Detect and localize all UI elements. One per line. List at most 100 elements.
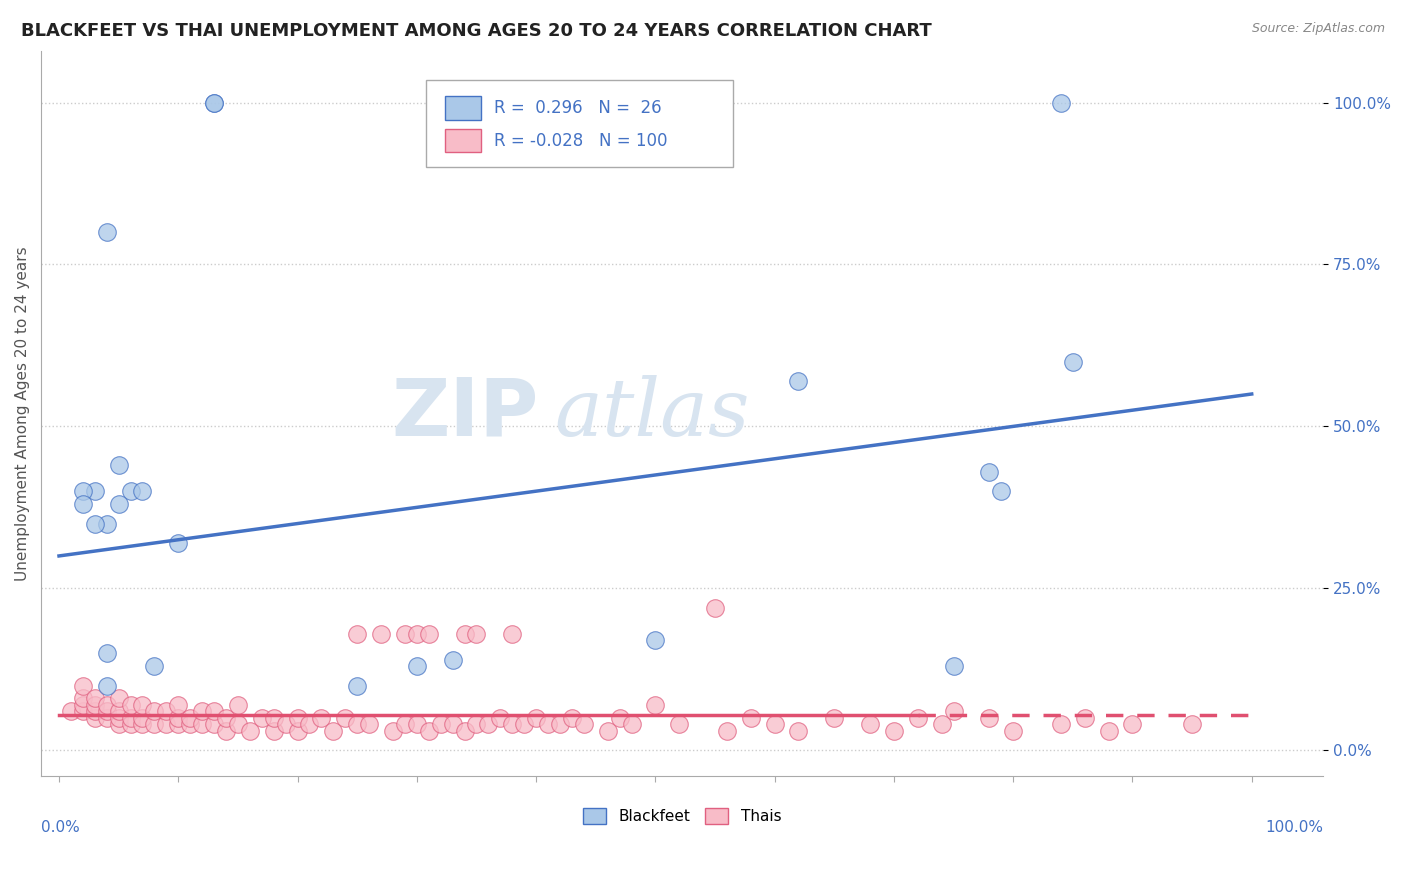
Point — [202, 95, 225, 110]
Point — [72, 497, 94, 511]
Point — [359, 717, 381, 731]
Point — [263, 723, 285, 738]
Point — [311, 711, 333, 725]
Point — [72, 484, 94, 499]
Text: Source: ZipAtlas.com: Source: ZipAtlas.com — [1251, 22, 1385, 36]
Point — [979, 711, 1001, 725]
FancyBboxPatch shape — [444, 129, 481, 153]
Point — [96, 225, 118, 239]
Point — [107, 497, 129, 511]
Point — [83, 698, 105, 712]
Point — [537, 717, 560, 731]
Point — [370, 626, 392, 640]
Point — [763, 717, 786, 731]
Point — [335, 711, 357, 725]
Point — [179, 717, 201, 731]
Point — [405, 717, 427, 731]
Point — [644, 633, 666, 648]
Point — [191, 717, 214, 731]
Point — [405, 626, 427, 640]
Point — [465, 717, 488, 731]
Point — [107, 705, 129, 719]
Point — [501, 626, 523, 640]
Point — [453, 626, 475, 640]
Point — [465, 626, 488, 640]
Point — [644, 698, 666, 712]
Point — [287, 711, 309, 725]
Point — [1050, 95, 1073, 110]
Point — [83, 705, 105, 719]
Point — [96, 698, 118, 712]
Text: ZIP: ZIP — [391, 375, 538, 452]
Point — [441, 652, 464, 666]
Point — [418, 723, 440, 738]
Point — [143, 659, 166, 673]
Point — [83, 484, 105, 499]
Y-axis label: Unemployment Among Ages 20 to 24 years: Unemployment Among Ages 20 to 24 years — [15, 246, 30, 581]
Point — [83, 691, 105, 706]
FancyBboxPatch shape — [444, 96, 481, 120]
Point — [524, 711, 547, 725]
Point — [1002, 723, 1025, 738]
Point — [72, 678, 94, 692]
Point — [143, 705, 166, 719]
Point — [405, 659, 427, 673]
Point — [787, 723, 810, 738]
Point — [346, 678, 368, 692]
Point — [1050, 717, 1073, 731]
Point — [513, 717, 536, 731]
Point — [501, 717, 523, 731]
Text: atlas: atlas — [554, 375, 749, 452]
Point — [131, 698, 153, 712]
Point — [787, 374, 810, 388]
Legend: Blackfeet, Thais: Blackfeet, Thais — [576, 802, 787, 830]
Point — [202, 717, 225, 731]
Point — [83, 711, 105, 725]
Point — [990, 484, 1012, 499]
Text: 0.0%: 0.0% — [41, 820, 80, 835]
Point — [155, 717, 177, 731]
Point — [381, 723, 404, 738]
Point — [489, 711, 512, 725]
Point — [167, 711, 190, 725]
Point — [1121, 717, 1143, 731]
Point — [620, 717, 643, 731]
Point — [96, 678, 118, 692]
Text: BLACKFEET VS THAI UNEMPLOYMENT AMONG AGES 20 TO 24 YEARS CORRELATION CHART: BLACKFEET VS THAI UNEMPLOYMENT AMONG AGE… — [21, 22, 932, 40]
Point — [346, 626, 368, 640]
Point — [263, 711, 285, 725]
FancyBboxPatch shape — [426, 79, 734, 167]
Text: R = -0.028   N = 100: R = -0.028 N = 100 — [494, 132, 668, 150]
Point — [441, 717, 464, 731]
Point — [120, 711, 142, 725]
Point — [131, 711, 153, 725]
Point — [179, 711, 201, 725]
Point — [167, 698, 190, 712]
Point — [215, 723, 238, 738]
Point — [394, 626, 416, 640]
Point — [215, 711, 238, 725]
Point — [72, 705, 94, 719]
Point — [548, 717, 571, 731]
Point — [298, 717, 321, 731]
Point — [823, 711, 845, 725]
Point — [202, 705, 225, 719]
Point — [572, 717, 595, 731]
Point — [155, 705, 177, 719]
Point — [609, 711, 631, 725]
Point — [107, 691, 129, 706]
Point — [453, 723, 475, 738]
Point — [143, 717, 166, 731]
Point — [561, 711, 583, 725]
Point — [96, 646, 118, 660]
Point — [202, 95, 225, 110]
Point — [96, 711, 118, 725]
Point — [931, 717, 953, 731]
Point — [883, 723, 905, 738]
Point — [59, 705, 82, 719]
Point — [477, 717, 499, 731]
Point — [120, 717, 142, 731]
Point — [226, 698, 249, 712]
Point — [239, 723, 262, 738]
Point — [429, 717, 451, 731]
